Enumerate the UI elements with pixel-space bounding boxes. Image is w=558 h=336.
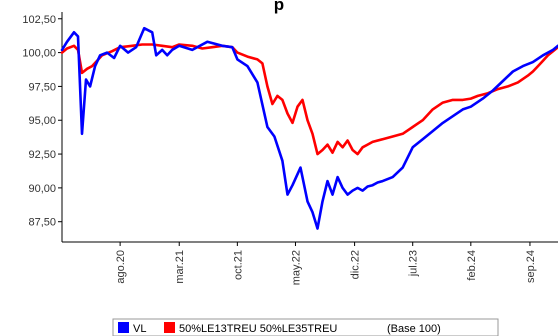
y-tick-label: 95,00 <box>28 115 56 127</box>
x-tick-label: jul.23 <box>408 250 420 277</box>
legend-box <box>112 318 499 336</box>
y-tick-label: 97,50 <box>28 81 56 93</box>
x-tick-label: sep.24 <box>525 250 537 283</box>
legend-swatch-vl <box>118 322 129 333</box>
series-line-vl <box>60 26 558 230</box>
y-axis: 102,50 100,00 97,50 95,00 92,50 90,00 87,50 <box>22 14 62 229</box>
chart-title: p <box>274 0 284 14</box>
y-tick-label: 92,50 <box>28 149 56 161</box>
legend-swatch-benchmark <box>164 322 175 333</box>
legend-label-vl: VL <box>133 323 146 335</box>
legend-base-note: (Base 100) <box>387 323 441 335</box>
x-tick-label: mar.21 <box>174 250 186 284</box>
x-tick-label: feb.24 <box>466 250 478 281</box>
x-axis: ago.20 mar.21 oct.21 may.22 dic.22 jul.23 feb.… <box>115 242 537 285</box>
x-tick-label: ago.20 <box>115 250 127 284</box>
legend: VL 50%LE13TREU 50%LE35TREU (Base 100) <box>112 318 499 336</box>
y-tick-label: 102,50 <box>22 14 56 26</box>
y-tick-label: 87,50 <box>28 217 56 229</box>
x-tick-label: dic.22 <box>350 250 362 279</box>
y-tick-label: 90,00 <box>28 183 56 195</box>
x-tick-label: oct.21 <box>232 250 244 280</box>
series-layer <box>60 26 558 230</box>
x-tick-label: may.22 <box>290 250 302 285</box>
legend-label-benchmark: 50%LE13TREU 50%LE35TREU <box>179 323 337 335</box>
y-tick-label: 100,00 <box>22 48 56 60</box>
